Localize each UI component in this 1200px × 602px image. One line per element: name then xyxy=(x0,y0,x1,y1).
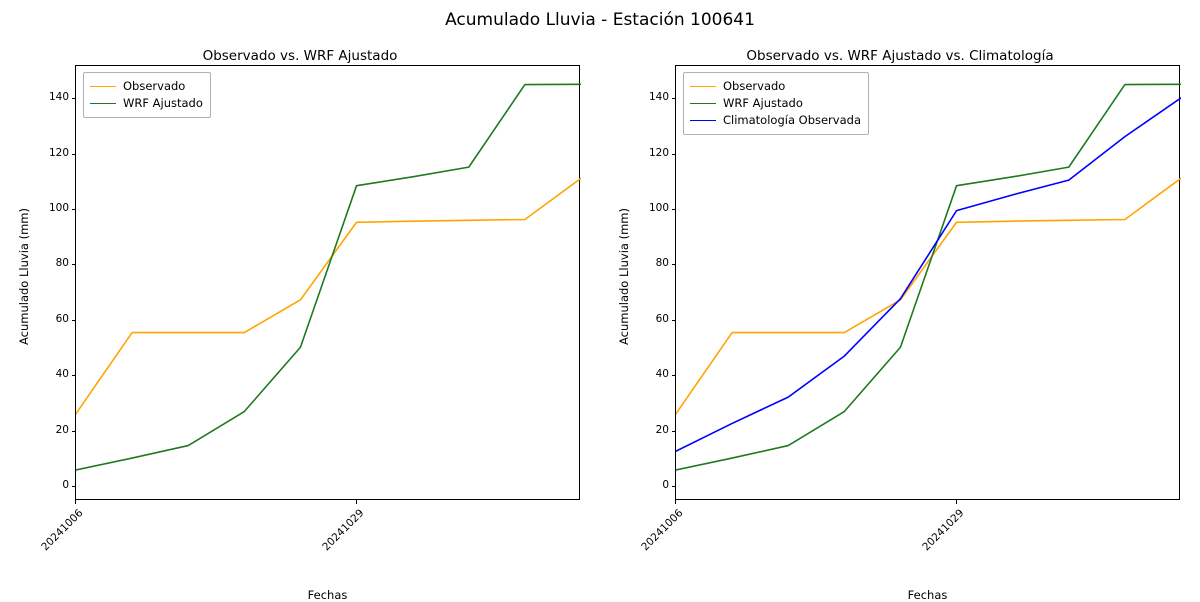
legend-item: WRF Ajustado xyxy=(690,95,861,112)
series-line-1 xyxy=(676,83,1181,471)
legend-item: WRF Ajustado xyxy=(90,95,203,112)
figure-title: Acumulado Lluvia - Estación 100641 xyxy=(445,10,755,30)
x-tick-mark xyxy=(675,500,676,504)
series-line-0 xyxy=(76,177,581,415)
y-tick-mark xyxy=(671,209,675,211)
plot-area-left xyxy=(75,65,581,500)
y-axis-label-left: Acumulado Lluvia (mm) xyxy=(17,207,31,345)
series-line-2 xyxy=(676,97,1181,452)
x-tick-mark xyxy=(355,500,357,504)
legend-color-swatch xyxy=(690,86,716,87)
y-tick-mark xyxy=(71,486,75,488)
series-line-1 xyxy=(76,83,581,471)
y-tick-mark xyxy=(671,486,675,488)
axes-title-right: Observado vs. WRF Ajustado vs. Climatolo… xyxy=(746,48,1054,64)
legend-item: Observado xyxy=(90,78,203,95)
y-tick-label: 20 xyxy=(655,423,669,436)
y-tick-label: 100 xyxy=(648,202,669,215)
x-tick-label: 20241006 xyxy=(639,507,686,554)
y-tick-mark xyxy=(671,264,675,266)
y-tick-label: 40 xyxy=(655,368,669,381)
x-tick-label: 20241029 xyxy=(919,507,967,554)
y-tick-label: 80 xyxy=(55,257,69,270)
series-line-0 xyxy=(676,177,1181,415)
chart-lines xyxy=(76,83,581,471)
x-tick-mark xyxy=(75,500,76,504)
legend-right: Observado WRF Ajustado Climatología Observ… xyxy=(683,72,869,135)
x-tick-label: 20241029 xyxy=(319,507,367,554)
legend-item: Observado xyxy=(690,78,861,95)
legend-label: Climatología Observada xyxy=(723,113,861,127)
y-tick-mark xyxy=(71,98,75,100)
y-tick-mark xyxy=(671,375,675,377)
legend-color-swatch xyxy=(690,120,716,121)
y-tick-mark xyxy=(71,319,75,321)
y-tick-mark xyxy=(71,264,75,266)
y-tick-label: 0 xyxy=(662,479,669,492)
y-tick-label: 20 xyxy=(55,423,69,436)
legend-left: Observado WRF Ajustado xyxy=(83,72,211,118)
chart-panel-right: Observado vs. WRF Ajustado vs. Climatolo… xyxy=(600,40,1200,602)
x-tick-label: 20241006 xyxy=(39,507,86,554)
legend-color-swatch xyxy=(690,103,716,104)
chart-panel-left: Observado vs. WRF Ajustado Acumulado Llu… xyxy=(0,40,600,602)
y-tick-label: 100 xyxy=(48,202,69,215)
y-tick-label: 0 xyxy=(62,479,69,492)
y-tick-mark xyxy=(671,319,675,321)
y-tick-mark xyxy=(671,98,675,100)
legend-label: Observado xyxy=(723,79,786,93)
y-axis-label-right: Acumulado Lluvia (mm) xyxy=(617,207,631,345)
x-axis-label-right: Fechas xyxy=(907,588,948,602)
y-tick-label: 60 xyxy=(55,312,69,325)
legend-label: Observado xyxy=(123,79,186,93)
plot-area-right xyxy=(675,65,1181,500)
y-tick-label: 80 xyxy=(655,257,669,270)
legend-label: WRF Ajustado xyxy=(723,96,803,110)
x-tick-mark xyxy=(955,500,957,504)
legend-color-swatch xyxy=(90,103,116,104)
y-tick-label: 140 xyxy=(648,91,669,104)
y-tick-label: 140 xyxy=(48,91,69,104)
y-tick-mark xyxy=(671,430,675,432)
chart-lines xyxy=(676,83,1181,471)
y-tick-label: 120 xyxy=(48,146,69,159)
y-tick-label: 60 xyxy=(655,312,669,325)
legend-item: Climatología Observada xyxy=(690,112,861,129)
axes-title-left: Observado vs. WRF Ajustado xyxy=(202,48,398,64)
y-tick-mark xyxy=(71,375,75,377)
y-tick-label: 120 xyxy=(648,146,669,159)
y-tick-mark xyxy=(671,153,675,155)
y-tick-mark xyxy=(71,430,75,432)
legend-color-swatch xyxy=(90,86,116,87)
y-tick-mark xyxy=(71,153,75,155)
y-tick-mark xyxy=(71,209,75,211)
y-tick-label: 40 xyxy=(55,368,69,381)
x-axis-label-left: Fechas xyxy=(307,588,348,602)
legend-label: WRF Ajustado xyxy=(123,96,203,110)
